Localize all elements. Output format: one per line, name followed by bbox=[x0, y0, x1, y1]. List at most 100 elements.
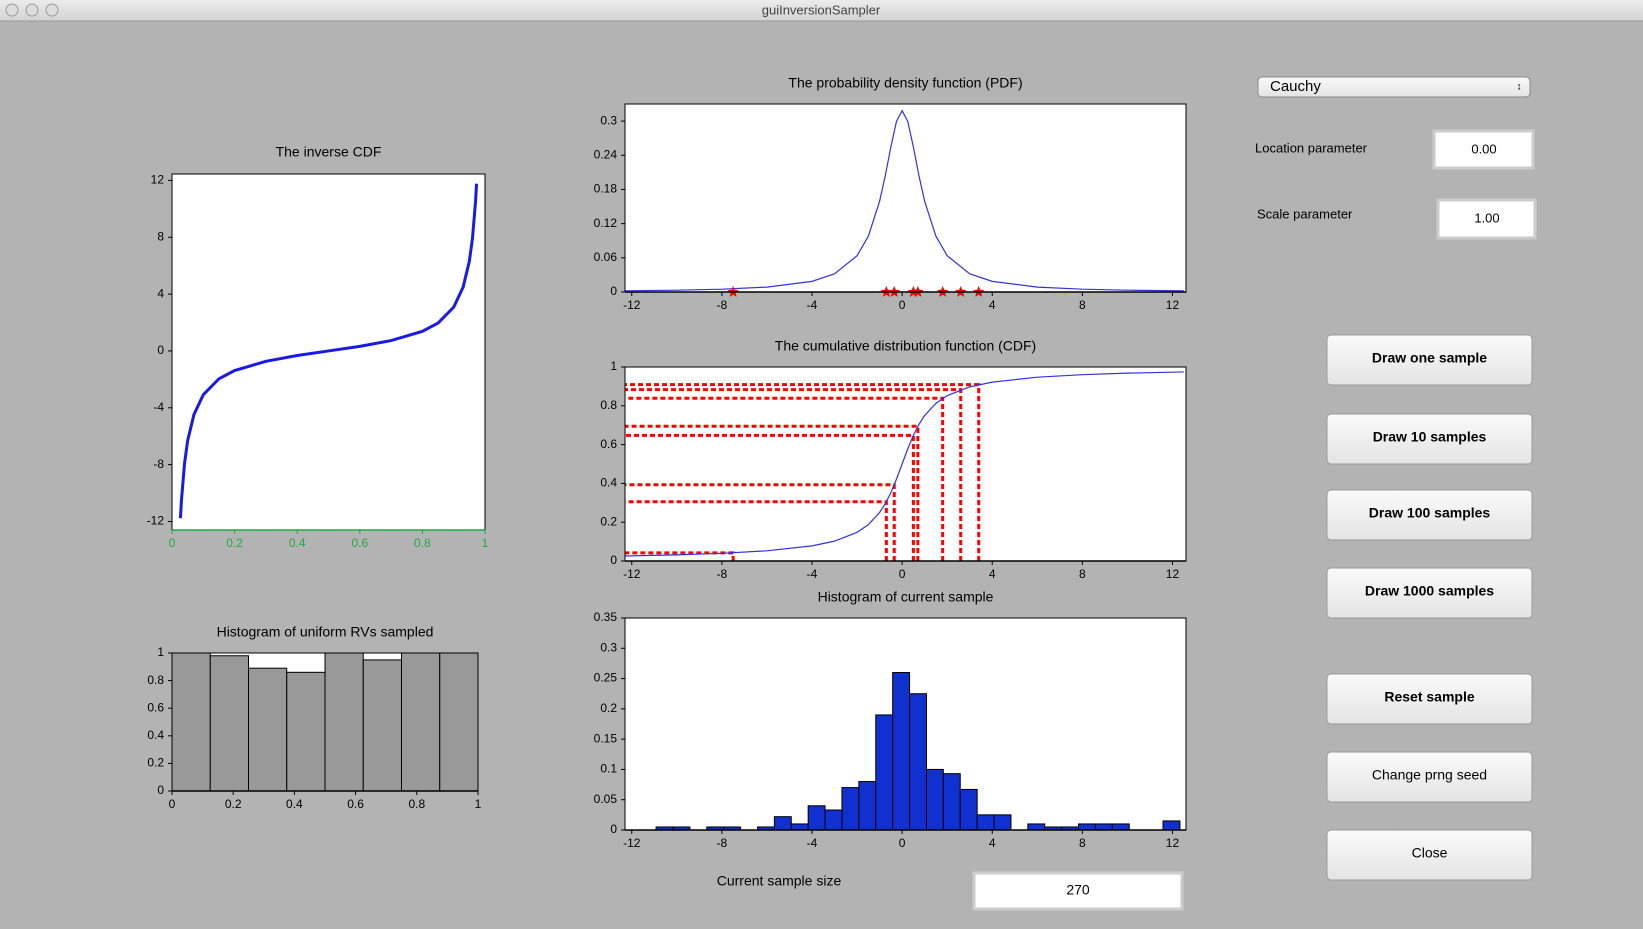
button-label[interactable]: Close bbox=[1412, 845, 1448, 861]
plot-title: Histogram of current sample bbox=[818, 589, 994, 605]
plot-title: The cumulative distribution function (CD… bbox=[775, 338, 1036, 354]
button[interactable]: Draw 10 samples bbox=[1326, 413, 1533, 465]
x-tick-label: 0.6 bbox=[347, 797, 364, 811]
x-tick-label: -8 bbox=[717, 567, 728, 581]
button-label[interactable]: Reset sample bbox=[1384, 689, 1474, 705]
histogram-bar bbox=[875, 714, 894, 830]
select-value[interactable]: Cauchy bbox=[1270, 78, 1321, 95]
y-tick-label: 0 bbox=[610, 284, 617, 298]
y-tick-label: 0.4 bbox=[600, 476, 617, 490]
scale-value[interactable]: 1.00 bbox=[1474, 210, 1499, 225]
button-face[interactable] bbox=[1326, 673, 1533, 725]
x-tick-label: 0 bbox=[169, 797, 176, 811]
plot-title: The probability density function (PDF) bbox=[788, 75, 1022, 91]
histogram-bar bbox=[672, 826, 691, 830]
y-tick-label: 1 bbox=[157, 645, 164, 659]
x-tick-label: 1 bbox=[482, 536, 489, 550]
plot-marks bbox=[625, 371, 1184, 561]
location-input[interactable] bbox=[1432, 129, 1535, 170]
button-face[interactable] bbox=[1326, 489, 1533, 541]
y-tick-label: 0.2 bbox=[147, 756, 164, 770]
x-tick-label: 0.8 bbox=[414, 536, 431, 550]
histogram-bar bbox=[401, 653, 441, 791]
histogram-bar bbox=[993, 814, 1012, 830]
x-tick-label: 0.4 bbox=[286, 797, 303, 811]
x-tick-label: -8 bbox=[717, 298, 728, 312]
button[interactable]: Draw 100 samples bbox=[1326, 489, 1533, 541]
plot-area bbox=[625, 367, 1186, 561]
x-tick-label: -4 bbox=[807, 567, 818, 581]
close-dot[interactable] bbox=[5, 3, 19, 17]
sample-size-label: Current sample size bbox=[717, 873, 842, 889]
button[interactable]: Draw one sample bbox=[1326, 334, 1533, 386]
histogram-bar bbox=[959, 788, 978, 830]
x-tick-label: 0 bbox=[899, 567, 906, 581]
histogram-bar bbox=[1162, 820, 1181, 830]
x-tick-label: 0.2 bbox=[225, 797, 242, 811]
plot-marks bbox=[625, 109, 1184, 292]
y-tick-label: 0.8 bbox=[147, 673, 164, 687]
plot: Histogram of current sample -12 -8 -4 0 4 8 12 0… bbox=[594, 589, 1187, 850]
button-face[interactable] bbox=[1326, 829, 1533, 881]
location-value[interactable]: 0.00 bbox=[1471, 141, 1496, 156]
y-tick-label: 0.25 bbox=[594, 671, 618, 685]
histogram-bar bbox=[1027, 823, 1046, 830]
y-tick-label: 0 bbox=[610, 553, 617, 567]
button-label[interactable]: Draw 100 samples bbox=[1369, 505, 1491, 521]
y-tick-label: 0 bbox=[157, 343, 164, 357]
select-box[interactable] bbox=[1257, 76, 1531, 98]
y-tick-label: 0.24 bbox=[594, 147, 618, 161]
button[interactable]: Close bbox=[1326, 829, 1533, 881]
button[interactable]: Draw 1000 samples bbox=[1326, 567, 1533, 619]
y-tick-label: -12 bbox=[147, 514, 165, 528]
scale-input[interactable] bbox=[1436, 198, 1537, 240]
plot: The inverse CDF 0 0.2 0.4 0.6 0.8 1 -12 -8 -4 0 4 8 1… bbox=[147, 144, 489, 550]
title-bar bbox=[0, 0, 1643, 21]
plot: The cumulative distribution function (CD… bbox=[600, 338, 1187, 581]
plot: Histogram of uniform RVs sampled 0 0.2 0.4 0… bbox=[147, 624, 481, 811]
plot-area bbox=[625, 104, 1186, 292]
x-tick-label: 12 bbox=[1166, 298, 1180, 312]
zoom-dot[interactable] bbox=[45, 3, 59, 17]
button-label[interactable]: Draw 10 samples bbox=[1373, 429, 1487, 445]
histogram-bar bbox=[1111, 823, 1130, 830]
x-tick-label: -4 bbox=[807, 298, 818, 312]
y-tick-label: -8 bbox=[153, 457, 164, 471]
x-tick-label: -12 bbox=[623, 298, 641, 312]
x-tick-label: 8 bbox=[1079, 298, 1086, 312]
x-tick-label: 0 bbox=[899, 298, 906, 312]
plot-marks bbox=[178, 183, 479, 519]
histogram-bar bbox=[362, 659, 402, 791]
location-label: Location parameter bbox=[1255, 140, 1368, 155]
histogram-bar bbox=[942, 773, 961, 830]
scale-label: Scale parameter bbox=[1257, 206, 1353, 221]
y-tick-label: 0.8 bbox=[600, 398, 617, 412]
button-face[interactable] bbox=[1326, 413, 1533, 465]
y-tick-label: 4 bbox=[157, 286, 164, 300]
y-tick-label: 0.3 bbox=[600, 113, 617, 127]
button-face[interactable] bbox=[1326, 751, 1533, 803]
plot-title: The inverse CDF bbox=[276, 144, 382, 160]
button-label[interactable]: Change prng seed bbox=[1372, 767, 1487, 783]
button-face[interactable] bbox=[1326, 567, 1533, 619]
y-tick-label: 0.15 bbox=[594, 731, 618, 745]
y-tick-label: 12 bbox=[151, 173, 165, 187]
y-tick-label: 0 bbox=[610, 822, 617, 836]
y-tick-label: 0.1 bbox=[600, 762, 617, 776]
x-tick-label: -12 bbox=[623, 567, 641, 581]
button[interactable]: Reset sample bbox=[1326, 673, 1533, 725]
line-series bbox=[625, 109, 1184, 292]
sample-guide bbox=[625, 388, 963, 561]
button-label[interactable]: Draw 1000 samples bbox=[1365, 583, 1494, 599]
histogram-bar bbox=[824, 809, 843, 830]
button-face[interactable] bbox=[1326, 334, 1533, 386]
histogram-bar bbox=[909, 693, 927, 830]
histogram-bar bbox=[439, 653, 478, 791]
button-label[interactable]: Draw one sample bbox=[1372, 350, 1487, 366]
minimize-dot[interactable] bbox=[25, 3, 39, 17]
histogram-bar bbox=[976, 814, 995, 830]
y-tick-label: 1 bbox=[610, 359, 617, 373]
button[interactable]: Change prng seed bbox=[1326, 751, 1533, 803]
distribution-select[interactable]: Cauchy ↕ bbox=[1257, 76, 1531, 98]
